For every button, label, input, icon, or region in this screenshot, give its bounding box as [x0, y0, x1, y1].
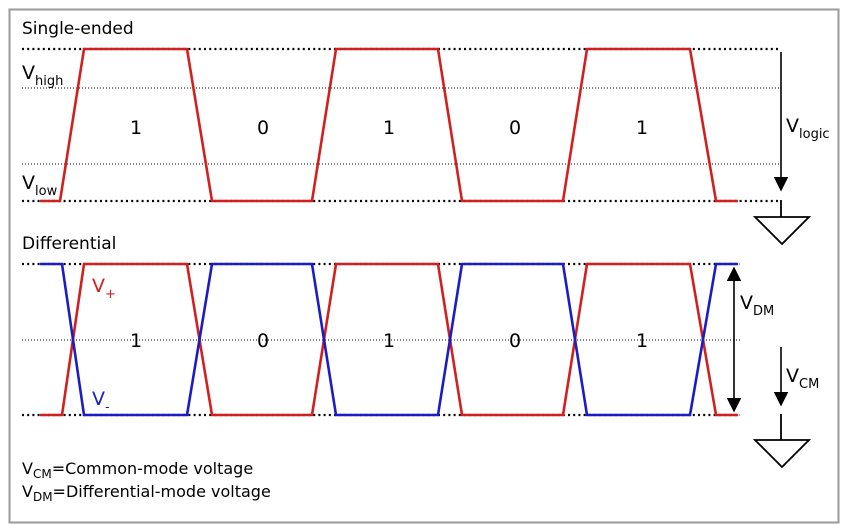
legend-vcm: VCM=Common-mode voltage	[22, 459, 253, 481]
v-low-label: Vlow	[22, 172, 58, 199]
ground-icon	[752, 200, 812, 246]
bit-label: 1	[636, 330, 648, 352]
differential-bit-labels: 1 0 1 0 1	[130, 330, 648, 352]
bit-label: 0	[257, 117, 269, 139]
differential-title: Differential	[22, 234, 116, 254]
bit-label: 1	[130, 117, 142, 139]
bit-label: 0	[257, 330, 269, 352]
v-high-label: Vhigh	[22, 62, 63, 89]
v-dm-label: VDM	[740, 292, 774, 319]
ground-icon	[752, 414, 812, 469]
v-plus-waveform	[40, 262, 738, 417]
bit-label: 1	[383, 330, 395, 352]
single-ended-bit-labels: 1 0 1 0 1	[130, 117, 648, 139]
v-logic-label: Vlogic	[786, 115, 830, 142]
bit-label: 1	[636, 117, 648, 139]
bit-label: 1	[383, 117, 395, 139]
v-plus-label: V+	[92, 275, 116, 302]
v-minus-waveform	[40, 262, 738, 417]
bit-label: 0	[509, 117, 521, 139]
single-ended-waveform	[40, 47, 738, 203]
bit-label: 0	[509, 330, 521, 352]
single-ended-title: Single-ended	[22, 19, 134, 39]
v-cm-label: VCM	[786, 365, 819, 392]
legend-vdm: VDM=Differential-mode voltage	[22, 482, 271, 504]
bit-label: 1	[130, 330, 142, 352]
diagram-frame	[8, 8, 840, 524]
v-minus-label: V-	[92, 388, 110, 415]
